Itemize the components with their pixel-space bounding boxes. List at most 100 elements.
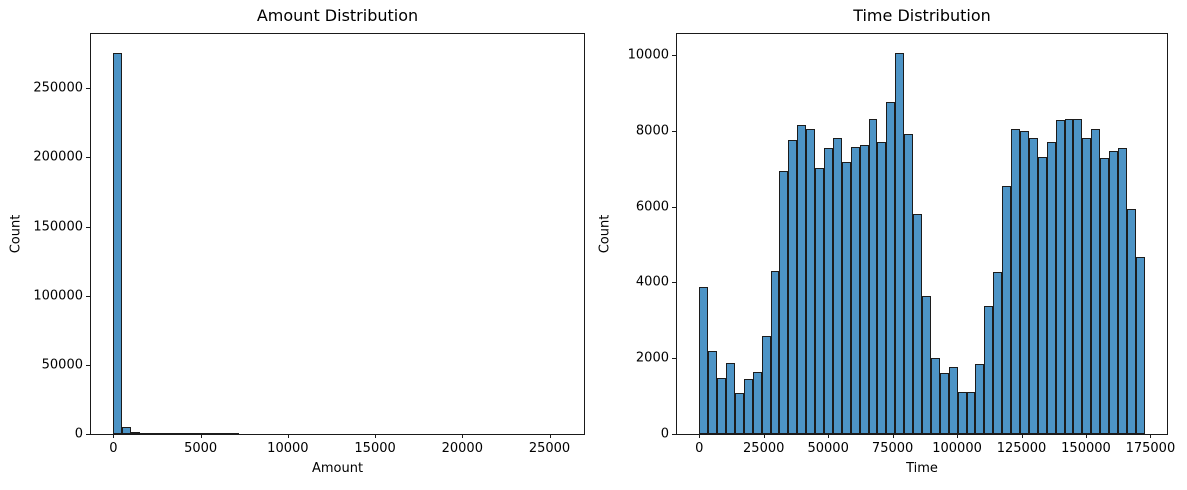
- amount-y-tick-label: 250000: [33, 80, 83, 96]
- time-x-tick: [828, 434, 830, 438]
- time-histogram-bar: [1064, 119, 1074, 434]
- amount-x-tick-label: 15000: [354, 441, 396, 456]
- time-histogram-bar: [1082, 138, 1092, 434]
- time-histogram-bar: [770, 271, 780, 434]
- time-y-tick-label: 10000: [627, 47, 669, 63]
- time-histogram-bar: [1011, 128, 1020, 434]
- amount-histogram-bar: [229, 433, 239, 435]
- amount-x-tick: [287, 434, 289, 438]
- time-histogram-bar: [1055, 120, 1065, 434]
- time-histogram-bar: [734, 393, 744, 434]
- amount-histogram-bar: [167, 433, 177, 435]
- amount-x-tick-label: 0: [109, 441, 118, 456]
- time-histogram-bar: [832, 137, 842, 434]
- amount-histogram-bar: [158, 433, 168, 435]
- time-histogram-bar: [984, 305, 994, 434]
- amount-x-tick: [200, 434, 202, 438]
- time-x-tick-label: 150000: [1061, 441, 1111, 456]
- time-y-tick: [672, 130, 676, 132]
- amount-y-tick-label: 150000: [33, 219, 83, 235]
- amount-histogram-bar: [185, 433, 195, 435]
- time-histogram-bar: [1135, 257, 1145, 434]
- time-x-tick: [957, 434, 959, 438]
- time-x-tick: [892, 434, 894, 438]
- time-x-tick-label: 100000: [932, 441, 982, 456]
- time-histogram-bar: [1019, 130, 1029, 434]
- amount-histogram-bar: [149, 433, 159, 435]
- time-histogram-bar: [726, 363, 735, 434]
- time-x-tick-label: 25000: [743, 441, 785, 456]
- time-histogram-bar: [815, 167, 824, 434]
- time-histogram-bar: [904, 133, 914, 434]
- time-x-tick-label: 75000: [871, 441, 914, 456]
- time-y-tick-label: 2000: [635, 350, 669, 366]
- amount-x-tick: [375, 434, 377, 438]
- time-histogram-bar: [913, 214, 922, 434]
- amount-y-tick: [86, 226, 90, 228]
- time-x-tick-label: 50000: [807, 441, 849, 456]
- time-histogram-bar: [868, 118, 878, 434]
- time-histogram-bar: [1073, 118, 1083, 434]
- time-histogram-bar: [886, 102, 896, 434]
- time-histogram-bar: [850, 146, 860, 434]
- time-histogram-bar: [806, 129, 816, 434]
- time-histogram-bar: [761, 335, 771, 434]
- time-histogram-bar: [966, 391, 976, 434]
- time-y-tick-label: 8000: [635, 123, 669, 139]
- amount-y-tick-label: 0: [74, 426, 83, 442]
- amount-y-tick: [86, 434, 90, 435]
- amount-histogram-bar: [113, 53, 123, 434]
- amount-x-tick-label: 20000: [441, 441, 483, 456]
- time-histogram-bar: [797, 125, 807, 434]
- time-histogram-bar: [1002, 185, 1012, 434]
- time-histogram-bar: [948, 366, 958, 434]
- time-chart-title: Time Distribution: [853, 6, 991, 25]
- time-x-tick: [1021, 434, 1023, 438]
- amount-x-tick: [462, 434, 464, 438]
- time-y-tick-label: 4000: [635, 274, 669, 290]
- time-histogram-bar: [957, 392, 967, 434]
- amount-x-tick: [113, 434, 115, 438]
- amount-histogram-bar: [220, 433, 230, 435]
- amount-y-tick: [86, 364, 90, 366]
- time-histogram-bar: [779, 171, 789, 434]
- amount-y-tick: [86, 88, 90, 90]
- amount-y-tick-label: 50000: [41, 357, 83, 373]
- time-histogram-bar: [841, 161, 851, 434]
- time-y-tick: [672, 434, 676, 435]
- amount-histogram-bar: [194, 433, 204, 435]
- time-histogram-bar: [823, 147, 833, 434]
- time-histogram-bar: [1037, 156, 1047, 434]
- time-y-tick: [672, 282, 676, 284]
- time-histogram-bar: [930, 358, 940, 434]
- amount-y-tick: [86, 295, 90, 297]
- amount-x-tick-label: 10000: [267, 441, 309, 456]
- time-x-axis-label: Time: [906, 461, 938, 476]
- time-histogram-bar: [1046, 141, 1056, 434]
- amount-histogram-bar: [203, 433, 212, 435]
- amount-x-axis-label: Amount: [311, 461, 364, 476]
- time-x-tick: [699, 434, 701, 438]
- time-histogram-bar: [975, 364, 985, 434]
- time-histogram-bar: [708, 351, 718, 434]
- amount-x-tick-label: 5000: [184, 441, 218, 456]
- amount-histogram-bar: [176, 433, 186, 435]
- amount-x-tick: [549, 434, 551, 438]
- amount-histogram-bar: [122, 426, 132, 434]
- time-x-tick-label: 0: [695, 441, 704, 456]
- time-x-tick: [763, 434, 765, 438]
- time-y-tick: [672, 206, 676, 208]
- amount-x-tick-label: 25000: [528, 441, 571, 456]
- time-y-tick: [672, 55, 676, 57]
- time-y-tick-label: 0: [660, 426, 669, 442]
- time-histogram-bar: [743, 378, 753, 434]
- time-x-tick-label: 175000: [1125, 441, 1176, 456]
- amount-histogram-bar: [140, 433, 150, 435]
- time-x-tick: [1085, 434, 1087, 438]
- amount-plot-area: 0 5000 10000 15000 20000 25000 0 50000 100000 150…: [33, 33, 585, 456]
- time-histogram-bar: [1117, 148, 1127, 434]
- time-histogram-bar: [699, 286, 709, 434]
- amount-chart-title: Amount Distribution: [256, 6, 419, 25]
- time-y-tick-label: 6000: [635, 199, 669, 215]
